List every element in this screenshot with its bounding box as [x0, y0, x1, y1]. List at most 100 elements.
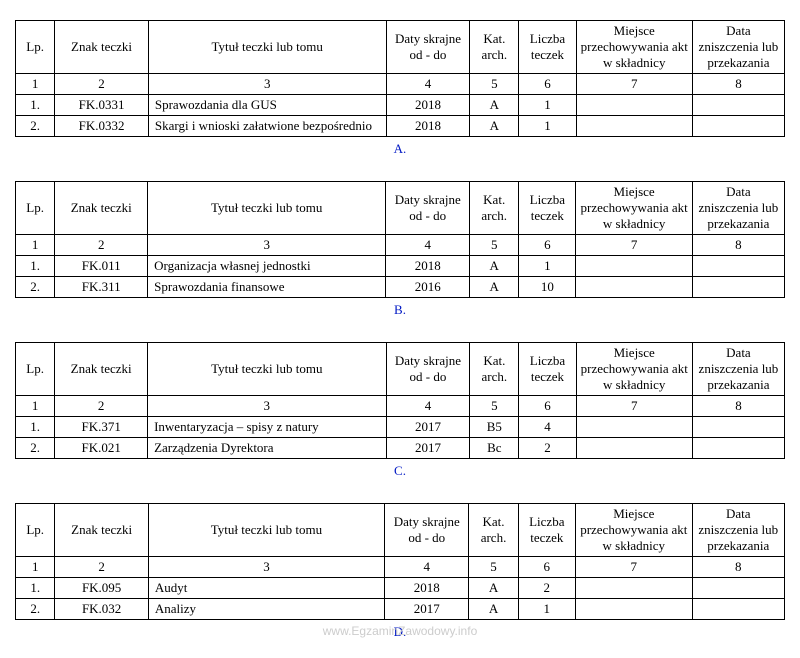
table-b: Lp. Znak teczki Tytuł teczki lub tomu Da…	[15, 181, 785, 298]
cell-data	[692, 277, 784, 298]
cell-miejsce	[576, 599, 693, 620]
col-header-daty: Daty skrajne od - do	[386, 182, 470, 235]
cell-miejsce	[576, 438, 692, 459]
cell-miejsce	[576, 256, 692, 277]
cell-lp: 2.	[16, 438, 55, 459]
col-header-tytul: Tytuł teczki lub tomu	[148, 504, 384, 557]
col-header-miejsce: Miejsce przechowywania akt w składnicy	[576, 182, 692, 235]
table-row: 1. FK.371 Inwentaryzacja – spisy z natur…	[16, 417, 785, 438]
col-header-znak: Znak teczki	[55, 504, 148, 557]
table-row: 1. FK.0331 Sprawozdania dla GUS 2018 A 1	[16, 95, 785, 116]
col-header-kat: Kat. arch.	[470, 343, 519, 396]
colnum-1: 1	[16, 557, 55, 578]
colnum-1: 1	[16, 235, 55, 256]
header-row: Lp. Znak teczki Tytuł teczki lub tomu Da…	[16, 21, 785, 74]
col-header-kat: Kat. arch.	[470, 21, 519, 74]
col-header-liczba: Liczba teczek	[519, 21, 576, 74]
colnum-3: 3	[148, 74, 386, 95]
cell-lp: 1.	[16, 95, 55, 116]
col-header-lp: Lp.	[16, 343, 55, 396]
colnum-2: 2	[55, 235, 148, 256]
number-row: 1 2 3 4 5 6 7 8	[16, 235, 785, 256]
cell-znak: FK.371	[55, 417, 148, 438]
label-a: A.	[15, 141, 785, 157]
col-header-liczba: Liczba teczek	[518, 504, 575, 557]
cell-kat: A	[470, 116, 519, 137]
cell-lp: 2.	[16, 599, 55, 620]
colnum-7: 7	[576, 557, 693, 578]
cell-znak: FK.0331	[55, 95, 149, 116]
colnum-4: 4	[386, 74, 470, 95]
col-header-tytul: Tytuł teczki lub tomu	[148, 343, 386, 396]
cell-lp: 2.	[16, 277, 55, 298]
col-header-liczba: Liczba teczek	[519, 182, 576, 235]
cell-lp: 1.	[16, 417, 55, 438]
number-row: 1 2 3 4 5 6 7 8	[16, 396, 785, 417]
table-row: 1. FK.095 Audyt 2018 A 2	[16, 578, 785, 599]
col-header-znak: Znak teczki	[55, 182, 148, 235]
table-row: 2. FK.021 Zarządzenia Dyrektora 2017 Bc …	[16, 438, 785, 459]
colnum-8: 8	[692, 74, 784, 95]
col-header-znak: Znak teczki	[55, 343, 148, 396]
col-header-znak: Znak teczki	[55, 21, 149, 74]
cell-miejsce	[576, 116, 692, 137]
colnum-2: 2	[55, 396, 148, 417]
cell-lp: 2.	[16, 116, 55, 137]
colnum-5: 5	[470, 396, 519, 417]
cell-znak: FK.032	[55, 599, 148, 620]
colnum-6: 6	[519, 235, 576, 256]
cell-kat: A	[470, 256, 519, 277]
number-row: 1 2 3 4 5 6 7 8	[16, 74, 785, 95]
cell-liczba: 2	[518, 578, 575, 599]
cell-miejsce	[576, 277, 692, 298]
cell-kat: B5	[470, 417, 519, 438]
cell-lp: 1.	[16, 256, 55, 277]
cell-tytul: Skargi i wnioski załatwione bezpośrednio	[148, 116, 386, 137]
col-header-liczba: Liczba teczek	[519, 343, 576, 396]
col-header-daty: Daty skrajne od - do	[386, 343, 470, 396]
colnum-7: 7	[576, 235, 692, 256]
table-row: 2. FK.311 Sprawozdania finansowe 2016 A …	[16, 277, 785, 298]
label-c: C.	[15, 463, 785, 479]
table-c: Lp. Znak teczki Tytuł teczki lub tomu Da…	[15, 342, 785, 459]
col-header-lp: Lp.	[16, 182, 55, 235]
colnum-8: 8	[692, 557, 784, 578]
col-header-data: Data zniszczenia lub przekazania	[692, 21, 784, 74]
header-row: Lp. Znak teczki Tytuł teczki lub tomu Da…	[16, 504, 785, 557]
watermark-text: www.EgzaminZawodowy.info	[15, 624, 785, 638]
cell-daty: 2017	[386, 417, 470, 438]
cell-kat: Bc	[470, 438, 519, 459]
col-header-daty: Daty skrajne od - do	[385, 504, 469, 557]
colnum-5: 5	[470, 74, 519, 95]
colnum-4: 4	[386, 396, 470, 417]
cell-liczba: 4	[519, 417, 576, 438]
cell-daty: 2017	[386, 438, 470, 459]
cell-tytul: Audyt	[148, 578, 384, 599]
cell-tytul: Sprawozdania finansowe	[148, 277, 386, 298]
header-row: Lp. Znak teczki Tytuł teczki lub tomu Da…	[16, 182, 785, 235]
cell-data	[692, 256, 784, 277]
cell-miejsce	[576, 417, 692, 438]
colnum-8: 8	[692, 396, 784, 417]
colnum-7: 7	[576, 74, 692, 95]
cell-tytul: Sprawozdania dla GUS	[148, 95, 386, 116]
cell-miejsce	[576, 95, 692, 116]
colnum-2: 2	[55, 74, 149, 95]
cell-data	[692, 95, 784, 116]
table-row: 2. FK.032 Analizy 2017 A 1	[16, 599, 785, 620]
table-row: 1. FK.011 Organizacja własnej jednostki …	[16, 256, 785, 277]
col-header-miejsce: Miejsce przechowywania akt w składnicy	[576, 343, 692, 396]
colnum-1: 1	[16, 396, 55, 417]
header-row: Lp. Znak teczki Tytuł teczki lub tomu Da…	[16, 343, 785, 396]
col-header-data: Data zniszczenia lub przekazania	[692, 504, 784, 557]
cell-liczba: 10	[519, 277, 576, 298]
colnum-8: 8	[692, 235, 784, 256]
cell-tytul: Inwentaryzacja – spisy z natury	[148, 417, 386, 438]
cell-tytul: Zarządzenia Dyrektora	[148, 438, 386, 459]
cell-znak: FK.095	[55, 578, 148, 599]
table-a: Lp. Znak teczki Tytuł teczki lub tomu Da…	[15, 20, 785, 137]
colnum-6: 6	[519, 74, 576, 95]
col-header-lp: Lp.	[16, 504, 55, 557]
colnum-6: 6	[519, 396, 576, 417]
cell-kat: A	[469, 578, 518, 599]
